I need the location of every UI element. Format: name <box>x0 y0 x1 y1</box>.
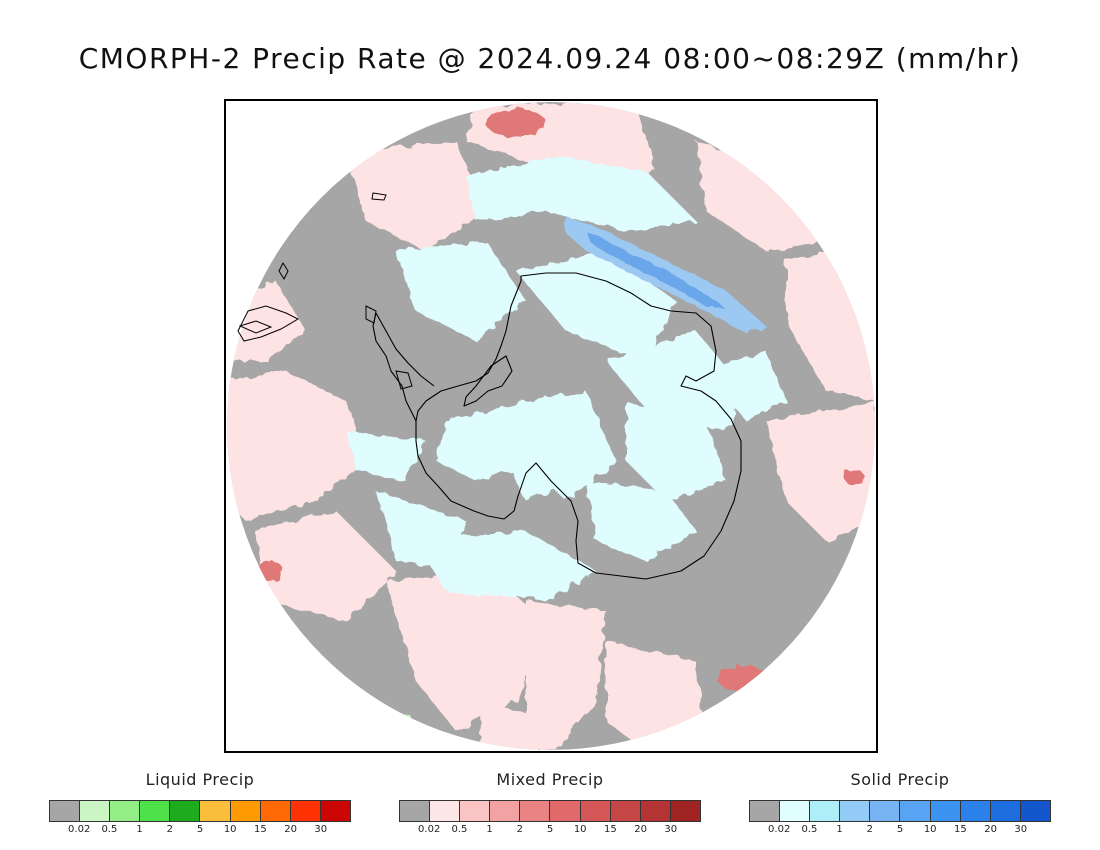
legend-ticks-solid: 0.02 0.5 1 2 5 10 15 20 30 <box>749 824 1051 838</box>
legend-tick-mixed-3: 2 <box>516 824 523 835</box>
legend-tick-liquid-4: 5 <box>196 824 204 835</box>
legend-tick-solid-8: 30 <box>1014 824 1028 835</box>
legend-swatch-solid-8 <box>990 801 1021 821</box>
legend-swatches-solid <box>749 800 1051 822</box>
legend-tick-mixed-0: 0.02 <box>418 824 441 835</box>
legend-tick-solid-6: 15 <box>954 824 967 835</box>
legend-swatch-liquid-2 <box>110 801 141 821</box>
legend-swatches-liquid <box>49 800 351 822</box>
legend-tick-mixed-8: 30 <box>664 824 678 835</box>
precip-field <box>227 102 875 750</box>
legend-tick-mixed-7: 20 <box>634 824 647 835</box>
legend-swatch-solid-2 <box>810 801 841 821</box>
legend-tick-solid-4: 5 <box>896 824 904 835</box>
legend-tick-liquid-2: 1 <box>136 824 143 835</box>
legend-swatch-liquid-4 <box>170 801 201 821</box>
legend-tick-solid-5: 10 <box>923 824 937 835</box>
legend-swatch-liquid-5 <box>200 801 231 821</box>
legend-swatch-liquid-6 <box>230 801 261 821</box>
legend-tick-mixed-6: 15 <box>604 824 617 835</box>
legend-swatches-mixed <box>399 800 701 822</box>
solid-precip-band-core <box>586 231 726 309</box>
legend-swatch-mixed-8 <box>640 801 671 821</box>
legend-swatch-mixed-6 <box>580 801 611 821</box>
legend-ticks-liquid: 0.02 0.5 1 2 5 10 15 20 30 <box>49 824 351 838</box>
legend-swatch-liquid-7 <box>260 801 291 821</box>
legend-swatch-solid-1 <box>780 801 811 821</box>
antarctica-coastline <box>372 272 742 580</box>
legend-solid: Solid Precip 0.02 0.5 1 2 5 10 15 20 30 <box>749 770 1051 838</box>
legend-swatch-solid-3 <box>840 801 871 821</box>
legend-tick-solid-1: 0.5 <box>801 824 818 835</box>
legend-liquid: Liquid Precip 0.02 0.5 1 2 5 10 15 20 30 <box>49 770 351 838</box>
legend-swatch-solid-5 <box>900 801 931 821</box>
legend-swatch-solid-6 <box>930 801 961 821</box>
legend-tick-solid-2: 1 <box>836 824 843 835</box>
legend-title-mixed: Mixed Precip <box>496 770 604 789</box>
legend-tick-liquid-7: 20 <box>284 824 297 835</box>
legend-tick-liquid-5: 10 <box>223 824 237 835</box>
legend-mixed: Mixed Precip 0.02 0.5 1 2 5 10 15 20 30 <box>399 770 701 838</box>
legend-tick-liquid-8: 30 <box>314 824 328 835</box>
legend-tick-mixed-4: 5 <box>546 824 554 835</box>
legend-tick-liquid-0: 0.02 <box>68 824 91 835</box>
legend-tick-mixed-2: 1 <box>486 824 493 835</box>
legend-tick-mixed-1: 0.5 <box>451 824 468 835</box>
solid-precip-areas <box>346 156 786 601</box>
legend-tick-mixed-5: 10 <box>573 824 587 835</box>
legend-swatch-solid-4 <box>870 801 901 821</box>
legend-swatch-solid-9 <box>1020 801 1050 821</box>
legend-title-solid: Solid Precip <box>850 770 950 789</box>
legend-tick-solid-0: 0.02 <box>768 824 791 835</box>
legend-swatch-solid-7 <box>960 801 991 821</box>
legend-tick-liquid-1: 0.5 <box>101 824 118 835</box>
legend-tick-solid-3: 2 <box>866 824 873 835</box>
legend-title-liquid: Liquid Precip <box>145 770 255 789</box>
map-title: CMORPH-2 Precip Rate @ 2024.09.24 08:00~… <box>78 42 1022 75</box>
map-frame <box>224 99 878 753</box>
island-fragments <box>237 192 413 390</box>
legend-swatch-mixed-1 <box>430 801 461 821</box>
legend-swatch-solid-0 <box>750 801 781 821</box>
legend-swatch-mixed-0 <box>400 801 431 821</box>
legend-swatch-mixed-7 <box>610 801 641 821</box>
legend-swatch-mixed-3 <box>490 801 521 821</box>
legend-swatch-mixed-9 <box>670 801 700 821</box>
legend-swatch-liquid-3 <box>140 801 171 821</box>
legend-swatch-mixed-4 <box>520 801 551 821</box>
antarctic-precip-map <box>227 102 875 750</box>
legend-swatch-liquid-1 <box>80 801 111 821</box>
legend-tick-liquid-6: 15 <box>254 824 267 835</box>
legend-tick-solid-7: 20 <box>984 824 997 835</box>
legend-swatch-liquid-0 <box>50 801 81 821</box>
legend-swatch-mixed-2 <box>460 801 491 821</box>
legend-swatch-liquid-9 <box>320 801 350 821</box>
legend-tick-liquid-3: 2 <box>166 824 173 835</box>
legend-swatch-mixed-5 <box>550 801 581 821</box>
legend-swatch-liquid-8 <box>290 801 321 821</box>
legend-ticks-mixed: 0.02 0.5 1 2 5 10 15 20 30 <box>399 824 701 838</box>
